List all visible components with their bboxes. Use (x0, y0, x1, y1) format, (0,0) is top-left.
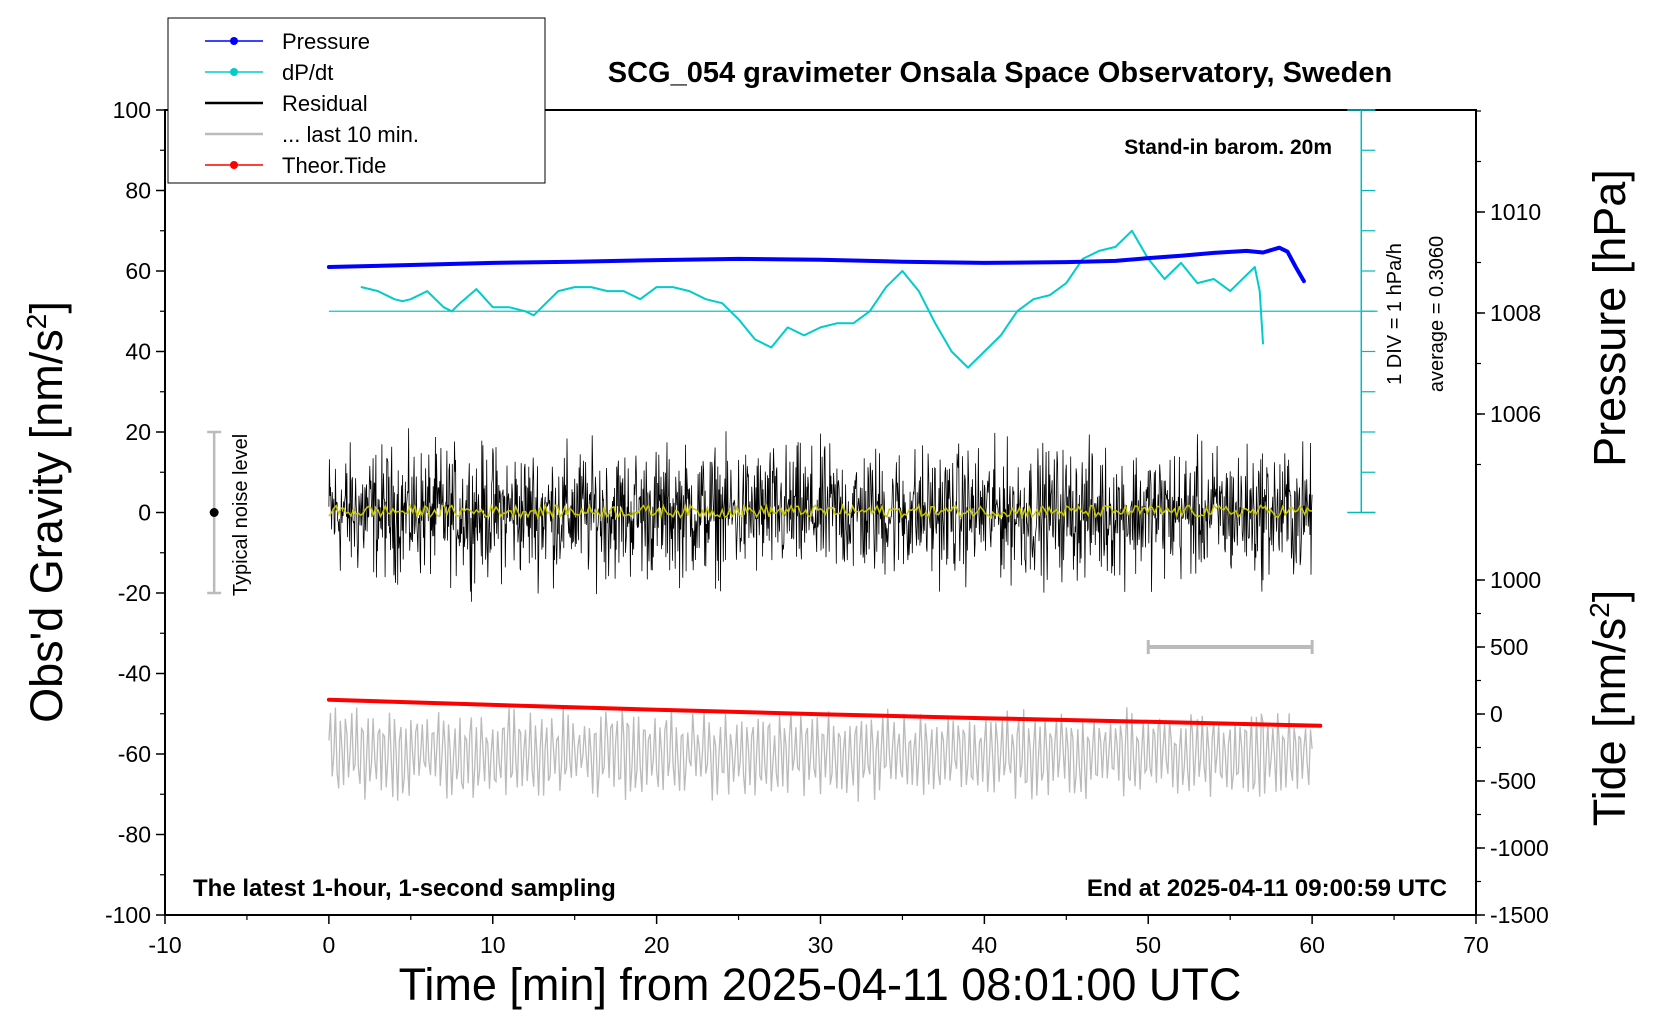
x-tick-label: -10 (148, 932, 181, 958)
pressure-axis-title: Pressure [hPa] (1584, 169, 1635, 467)
y-left-tick-label: 40 (125, 339, 151, 365)
y-left-tick-label: -60 (118, 741, 151, 767)
legend-box (167, 17, 546, 184)
legend: Pressure dP/dt Residual ... last 10 min. The… (167, 17, 546, 184)
x-tick-label: 30 (808, 932, 834, 958)
y-left-tick-label: -20 (118, 580, 151, 606)
legend-marker-1 (230, 68, 238, 76)
legend-label-2: Residual (282, 91, 368, 116)
x-tick-label: 60 (1299, 932, 1325, 958)
sampling-note: The latest 1-hour, 1-second sampling (193, 875, 616, 902)
x-axis-title: Time [min] from 2025-04-11 08:01:00 UTC (399, 959, 1242, 1010)
series-layer (207, 109, 1378, 802)
y-left-tick-label: -40 (118, 661, 151, 687)
x-tick-label: 20 (644, 932, 670, 958)
y-left-tick-label: 80 (125, 178, 151, 204)
legend-label-0: Pressure (282, 29, 370, 54)
barometer-note: Stand-in barom. 20m (1124, 136, 1332, 159)
noise-label: Typical noise level (230, 434, 252, 596)
y-left-tick-label: -80 (118, 822, 151, 848)
theoretical-tide-series (326, 697, 1323, 728)
tide-tick-label: 500 (1490, 634, 1528, 660)
x-tick-label: 70 (1463, 932, 1489, 958)
y-left-tick-label: 20 (125, 419, 151, 445)
y-left-axis-title: Obs'd Gravity [nm/s2] (21, 301, 72, 723)
tide-tick-label: -500 (1490, 768, 1536, 794)
legend-label-4: Theor.Tide (282, 153, 386, 178)
y-left-tick-label: 100 (113, 97, 151, 123)
average-note: average = 0.3060 (1426, 236, 1448, 392)
residual-smoothed-series (328, 502, 1313, 520)
tide-tick-label: 1000 (1490, 567, 1541, 593)
pressure-tick-label: 1010 (1490, 199, 1541, 225)
x-tick-label: 10 (480, 932, 506, 958)
legend-label-3: ... last 10 min. (282, 122, 419, 147)
pressure-series (326, 245, 1306, 284)
residual-series (328, 428, 1313, 602)
tide-tick-label: 0 (1490, 701, 1503, 727)
y-left-tick-label: 0 (138, 500, 151, 526)
tide-tick-label: -1500 (1490, 902, 1549, 928)
legend-items: Pressure dP/dt Residual ... last 10 min. The… (205, 29, 419, 178)
pressure-tick-label: 1006 (1490, 401, 1541, 427)
noise-bar-center (209, 508, 219, 517)
legend-label-1: dP/dt (282, 60, 333, 85)
x-tick-label: 0 (322, 932, 335, 958)
axes-layer: -10 0 10 20 30 40 50 60 70-100-80-60-40-20020406… (105, 97, 1549, 958)
tide-tick-label: -1000 (1490, 835, 1549, 861)
y-left-tick-label: -100 (105, 902, 151, 928)
y-left-tick-label: 60 (125, 258, 151, 284)
pressure-tick-label: 1008 (1490, 300, 1541, 326)
end-time-note: End at 2025-04-11 09:00:59 UTC (1087, 875, 1447, 902)
chart-title: SCG_054 gravimeter Onsala Space Observat… (608, 57, 1392, 89)
tide-axis-title: Tide [nm/s2] (1584, 590, 1635, 826)
legend-marker-0 (230, 37, 238, 45)
x-tick-label: 50 (1135, 932, 1161, 958)
x-tick-label: 40 (972, 932, 998, 958)
dpdt-series (360, 229, 1264, 369)
legend-marker-4 (230, 161, 238, 169)
div-scale-note: 1 DIV = 1 hPa/h (1384, 243, 1406, 385)
